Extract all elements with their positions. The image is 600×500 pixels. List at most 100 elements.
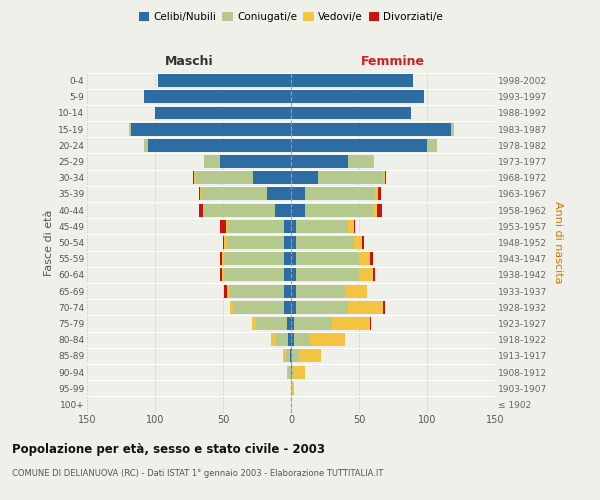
Bar [373, 268, 376, 281]
Bar [290, 350, 291, 362]
Text: Popolazione per età, sesso e stato civile - 2003: Popolazione per età, sesso e stato civil… [12, 442, 325, 456]
Bar [359, 252, 370, 265]
Bar [362, 236, 364, 249]
Bar [224, 236, 227, 249]
Bar [288, 366, 291, 378]
Bar [200, 188, 201, 200]
Bar [224, 284, 227, 298]
Bar [288, 333, 291, 346]
Bar [194, 172, 196, 184]
Bar [291, 106, 410, 120]
Bar [291, 350, 292, 362]
Bar [251, 317, 256, 330]
Bar [203, 204, 204, 216]
Bar [196, 172, 253, 184]
Bar [373, 155, 374, 168]
Text: Femmine: Femmine [361, 54, 425, 68]
Bar [283, 350, 286, 362]
Bar [220, 268, 221, 281]
Bar [220, 155, 291, 168]
Bar [223, 236, 224, 249]
Bar [451, 122, 454, 136]
Bar [377, 204, 382, 216]
Legend: Celibi/Nubili, Coniugati/e, Vedovi/e, Divorziati/e: Celibi/Nubili, Coniugati/e, Vedovi/e, Di… [134, 8, 448, 26]
Bar [373, 204, 377, 216]
Bar [199, 188, 200, 200]
Bar [129, 122, 131, 136]
Bar [348, 301, 383, 314]
Bar [305, 204, 373, 216]
Bar [353, 220, 355, 233]
Bar [378, 188, 381, 200]
Bar [284, 252, 291, 265]
Y-axis label: Anni di nascita: Anni di nascita [553, 201, 563, 283]
Bar [276, 333, 288, 346]
Bar [144, 90, 291, 104]
Bar [296, 284, 346, 298]
Bar [427, 139, 437, 152]
Bar [230, 284, 284, 298]
Bar [318, 172, 383, 184]
Bar [291, 122, 451, 136]
Bar [131, 122, 291, 136]
Bar [291, 155, 348, 168]
Bar [291, 172, 318, 184]
Bar [291, 333, 294, 346]
Bar [310, 333, 346, 346]
Bar [204, 155, 220, 168]
Bar [256, 317, 287, 330]
Bar [221, 252, 224, 265]
Bar [383, 301, 385, 314]
Bar [284, 220, 291, 233]
Bar [359, 268, 373, 281]
Bar [291, 90, 424, 104]
Bar [296, 268, 359, 281]
Bar [296, 236, 353, 249]
Bar [370, 252, 373, 265]
Bar [299, 350, 321, 362]
Bar [220, 252, 221, 265]
Bar [193, 172, 194, 184]
Bar [204, 204, 275, 216]
Bar [286, 350, 290, 362]
Text: COMUNE DI DELIANUOVA (RC) - Dati ISTAT 1° gennaio 2003 - Elaborazione TUTTITALIA: COMUNE DI DELIANUOVA (RC) - Dati ISTAT 1… [12, 469, 383, 478]
Bar [227, 284, 230, 298]
Bar [287, 317, 291, 330]
Bar [199, 204, 203, 216]
Bar [291, 301, 296, 314]
Bar [291, 188, 305, 200]
Bar [227, 236, 284, 249]
Bar [291, 220, 296, 233]
Bar [294, 317, 332, 330]
Bar [291, 366, 292, 378]
Bar [226, 220, 227, 233]
Bar [201, 188, 266, 200]
Bar [224, 252, 284, 265]
Bar [291, 204, 305, 216]
Bar [155, 106, 291, 120]
Bar [376, 188, 378, 200]
Bar [346, 284, 367, 298]
Bar [284, 236, 291, 249]
Bar [296, 301, 348, 314]
Bar [291, 236, 296, 249]
Bar [348, 220, 353, 233]
Bar [291, 268, 296, 281]
Bar [291, 139, 427, 152]
Bar [284, 301, 291, 314]
Bar [332, 317, 370, 330]
Bar [296, 220, 348, 233]
Bar [224, 268, 284, 281]
Bar [353, 236, 362, 249]
Bar [370, 317, 371, 330]
Bar [158, 74, 291, 87]
Bar [383, 172, 385, 184]
Bar [385, 172, 386, 184]
Bar [305, 188, 376, 200]
Bar [291, 284, 296, 298]
Bar [227, 220, 284, 233]
Bar [348, 155, 373, 168]
Bar [144, 139, 148, 152]
Bar [284, 284, 291, 298]
Bar [296, 252, 359, 265]
